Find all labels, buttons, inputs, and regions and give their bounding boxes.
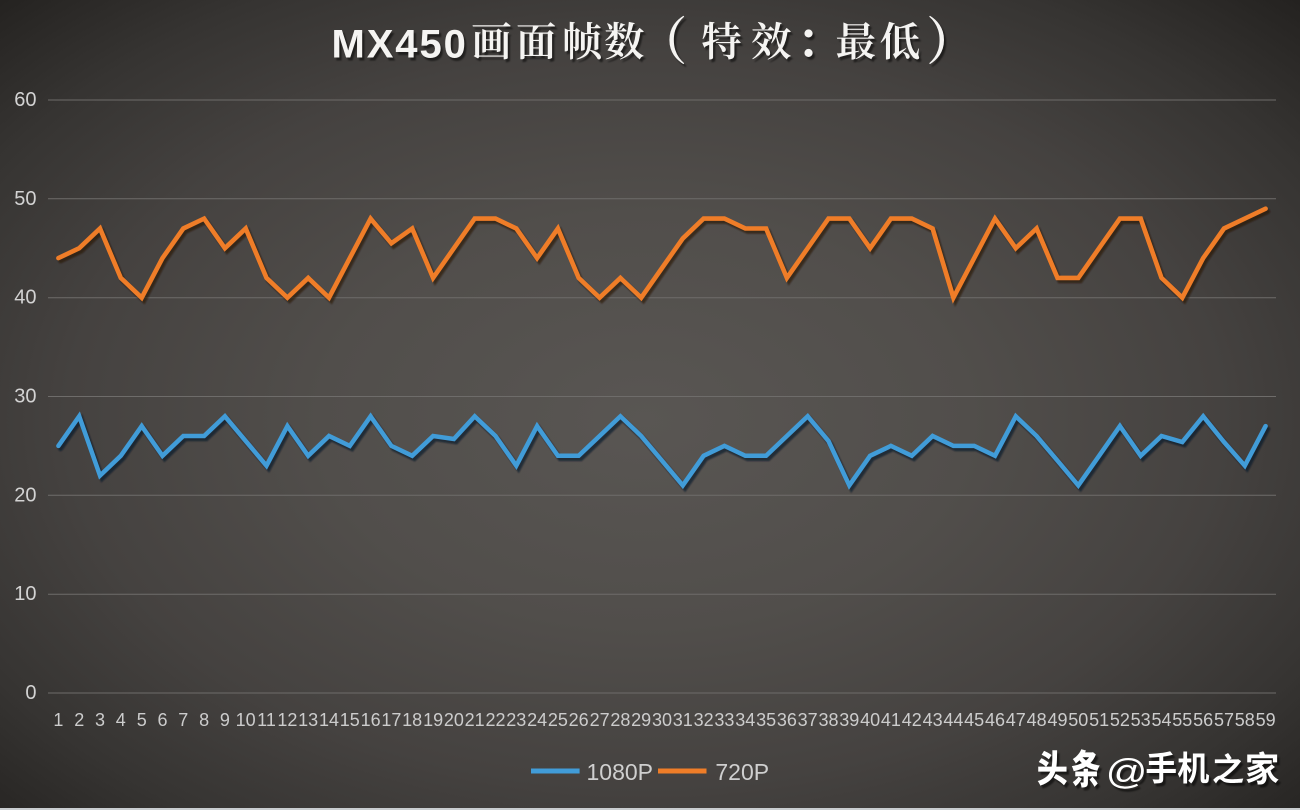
svg-text:33: 33 — [714, 710, 734, 730]
svg-text:10: 10 — [236, 710, 256, 730]
svg-text:25: 25 — [548, 710, 568, 730]
svg-text:720P: 720P — [715, 759, 769, 785]
svg-text:32: 32 — [694, 710, 714, 730]
svg-text:6: 6 — [157, 710, 167, 730]
svg-text:13: 13 — [298, 710, 318, 730]
svg-text:1: 1 — [53, 710, 63, 730]
svg-text:9: 9 — [220, 710, 230, 730]
svg-text:60: 60 — [14, 89, 36, 111]
svg-text:15: 15 — [340, 710, 360, 730]
svg-text:56: 56 — [1193, 710, 1213, 730]
svg-text:31: 31 — [673, 710, 693, 730]
svg-text:11: 11 — [257, 710, 276, 730]
svg-text:5: 5 — [137, 710, 147, 730]
svg-text:57: 57 — [1214, 710, 1234, 730]
svg-text:44: 44 — [943, 710, 963, 730]
svg-text:24: 24 — [527, 710, 547, 730]
svg-text:3: 3 — [95, 710, 105, 730]
svg-text:17: 17 — [381, 710, 401, 730]
svg-text:41: 41 — [881, 710, 901, 730]
svg-text:@: @ — [1106, 752, 1148, 792]
svg-text:27: 27 — [590, 710, 610, 730]
svg-text:29: 29 — [631, 710, 651, 730]
svg-text:7: 7 — [178, 710, 188, 730]
svg-text:51: 51 — [1089, 710, 1109, 730]
svg-text:16: 16 — [361, 710, 381, 730]
svg-text:23: 23 — [506, 710, 526, 730]
svg-text:42: 42 — [902, 710, 922, 730]
svg-text:20: 20 — [14, 484, 36, 506]
svg-text:28: 28 — [610, 710, 630, 730]
svg-text:10: 10 — [14, 583, 36, 605]
svg-text:@: @ — [1108, 755, 1150, 795]
svg-text:50: 50 — [1068, 710, 1088, 730]
svg-text:52: 52 — [1110, 710, 1130, 730]
svg-text:2: 2 — [74, 710, 84, 730]
svg-text:36: 36 — [777, 710, 797, 730]
svg-text:34: 34 — [735, 710, 755, 730]
svg-text:38: 38 — [818, 710, 838, 730]
svg-text:4: 4 — [116, 710, 126, 730]
svg-text:MX450: MX450 — [334, 25, 470, 69]
svg-text:30: 30 — [14, 386, 36, 408]
svg-text:30: 30 — [652, 710, 672, 730]
svg-text:35: 35 — [756, 710, 776, 730]
svg-text:49: 49 — [1047, 710, 1067, 730]
svg-text:21: 21 — [465, 710, 485, 730]
svg-text:14: 14 — [319, 710, 339, 730]
svg-text:54: 54 — [1151, 710, 1171, 730]
svg-text:1080P: 1080P — [587, 759, 654, 785]
svg-text:18: 18 — [402, 710, 422, 730]
svg-text:39: 39 — [839, 710, 859, 730]
svg-text:40: 40 — [860, 710, 880, 730]
svg-text:59: 59 — [1256, 710, 1276, 730]
svg-text:43: 43 — [923, 710, 943, 730]
svg-text:MX450: MX450 — [332, 23, 468, 67]
svg-text:45: 45 — [964, 710, 984, 730]
svg-text:8: 8 — [199, 710, 209, 730]
svg-text:50: 50 — [14, 188, 36, 210]
svg-text:19: 19 — [423, 710, 443, 730]
svg-text:47: 47 — [1006, 710, 1026, 730]
svg-text:20: 20 — [444, 710, 464, 730]
svg-text:0: 0 — [25, 682, 36, 704]
svg-text:37: 37 — [798, 710, 818, 730]
svg-text:48: 48 — [1027, 710, 1047, 730]
svg-text:46: 46 — [985, 710, 1005, 730]
svg-text:12: 12 — [277, 710, 297, 730]
svg-text:53: 53 — [1131, 710, 1151, 730]
svg-text:40: 40 — [14, 287, 36, 309]
svg-text:26: 26 — [569, 710, 589, 730]
svg-text:55: 55 — [1172, 710, 1192, 730]
svg-text:22: 22 — [485, 710, 505, 730]
svg-text:58: 58 — [1235, 710, 1255, 730]
